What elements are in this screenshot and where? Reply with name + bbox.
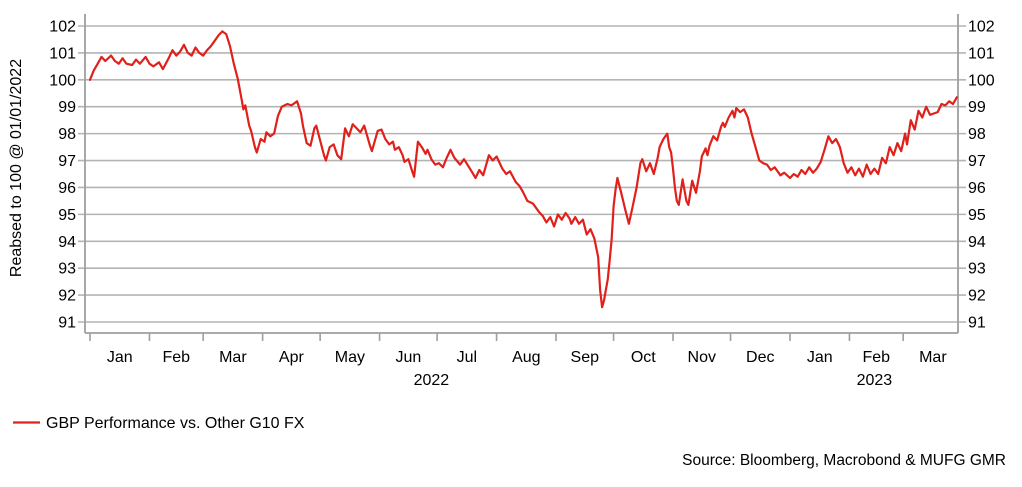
- x-month-label-4: May: [335, 349, 365, 366]
- x-month-label-8: Sep: [571, 349, 600, 366]
- y-axis-title: Reabsed to 100 @ 01/01/2022: [8, 59, 25, 277]
- y-tick-label-right-91: 91: [968, 315, 986, 332]
- y-tick-label-left-95: 95: [58, 207, 76, 224]
- y-axis-labels-left: 91 92 93 94 95 96 97 98 99 100 101 102: [49, 19, 76, 332]
- y-tick-label-left-94: 94: [58, 234, 76, 251]
- y-tick-label-right-101: 101: [968, 45, 995, 62]
- source-attribution: Source: Bloomberg, Macrobond & MUFG GMR: [682, 452, 1006, 469]
- y-tick-label-right-93: 93: [968, 261, 986, 278]
- x-year-label-2022: 2022: [414, 372, 450, 389]
- x-month-label-14: Mar: [919, 349, 947, 366]
- x-year-label-2023: 2023: [857, 372, 893, 389]
- x-month-label-11: Dec: [746, 349, 774, 366]
- x-month-label-7: Aug: [512, 349, 540, 366]
- x-month-label-6: Jul: [457, 349, 477, 366]
- gridlines: [78, 25, 966, 323]
- y-tick-label-left-96: 96: [58, 180, 76, 197]
- y-tick-label-right-95: 95: [968, 207, 986, 224]
- series-line-0: [88, 30, 958, 309]
- y-tick-label-left-92: 92: [58, 288, 76, 305]
- y-tick-label-right-92: 92: [968, 288, 986, 305]
- legend-series-label: GBP Performance vs. Other G10 FX: [46, 415, 305, 432]
- data-series-layer: [88, 30, 958, 309]
- x-axis-month-labels: Jan Feb Mar Apr May Jun Jul Aug Sep Oct Nov Dec Jan F…: [107, 349, 947, 366]
- legend: GBP Performance vs. Other G10 FX: [13, 415, 305, 432]
- y-tick-label-left-102: 102: [49, 19, 76, 36]
- axes: [84, 14, 959, 341]
- x-month-label-10: Nov: [688, 349, 716, 366]
- y-tick-label-right-98: 98: [968, 126, 986, 143]
- x-month-label-3: Apr: [279, 349, 305, 366]
- y-tick-label-right-100: 100: [968, 72, 995, 89]
- x-month-label-13: Feb: [863, 349, 891, 366]
- x-month-label-12: Jan: [807, 349, 833, 366]
- y-tick-label-left-97: 97: [58, 153, 76, 170]
- y-tick-label-right-97: 97: [968, 153, 986, 170]
- x-month-label-1: Feb: [163, 349, 191, 366]
- y-tick-label-left-98: 98: [58, 126, 76, 143]
- x-month-label-9: Oct: [631, 349, 656, 366]
- x-month-label-2: Mar: [219, 349, 247, 366]
- y-tick-label-right-99: 99: [968, 99, 986, 116]
- y-tick-label-right-102: 102: [968, 19, 995, 36]
- x-month-label-0: Jan: [107, 349, 133, 366]
- y-tick-label-right-96: 96: [968, 180, 986, 197]
- y-tick-label-left-100: 100: [49, 72, 76, 89]
- y-tick-label-left-99: 99: [58, 99, 76, 116]
- y-tick-label-right-94: 94: [968, 234, 986, 251]
- y-tick-label-left-101: 101: [49, 45, 76, 62]
- y-tick-label-left-91: 91: [58, 315, 76, 332]
- x-month-label-5: Jun: [395, 349, 421, 366]
- y-tick-label-left-93: 93: [58, 261, 76, 278]
- x-axis-year-labels: 2022 2023: [414, 372, 893, 389]
- y-axis-labels-right: 91 92 93 94 95 96 97 98 99 100 101 102: [968, 19, 995, 332]
